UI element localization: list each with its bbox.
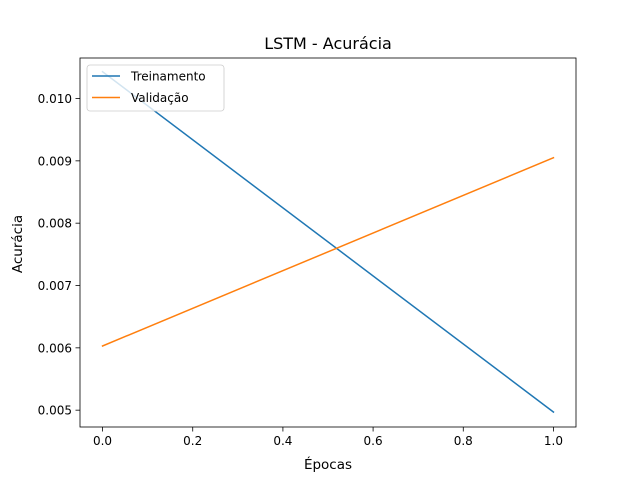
legend-label: Treinamento xyxy=(130,70,206,84)
x-tick-label: 0.2 xyxy=(183,434,202,448)
y-tick-label: 0.005 xyxy=(38,404,72,418)
legend-label: Validação xyxy=(131,91,189,105)
y-tick-label: 0.008 xyxy=(38,217,72,231)
y-tick-label: 0.007 xyxy=(38,279,72,293)
x-tick-label: 0.0 xyxy=(93,434,112,448)
x-tick-label: 0.6 xyxy=(364,434,383,448)
chart-title: LSTM - Acurácia xyxy=(264,34,392,53)
series-line-treinamento xyxy=(101,70,555,414)
plot-area: 0.0 0.2 0.4 0.6 0.8 1.0 0.005 0.006 0.007 0.008 0.… xyxy=(38,57,577,448)
x-tick-label: 0.4 xyxy=(273,434,292,448)
x-axis-label: Épocas xyxy=(304,456,352,473)
y-tick-label: 0.010 xyxy=(38,92,72,106)
y-tick-label: 0.009 xyxy=(38,154,72,168)
y-tick-label: 0.006 xyxy=(38,341,72,355)
legend-box xyxy=(86,64,225,112)
y-axis-label: Acurácia xyxy=(10,215,26,273)
axes-frame xyxy=(79,57,577,428)
x-tick-label: 0.8 xyxy=(454,434,473,448)
x-tick-label: 1.0 xyxy=(544,434,563,448)
legend: Treinamento Validação xyxy=(86,64,225,112)
series-line-validacao xyxy=(101,156,555,347)
